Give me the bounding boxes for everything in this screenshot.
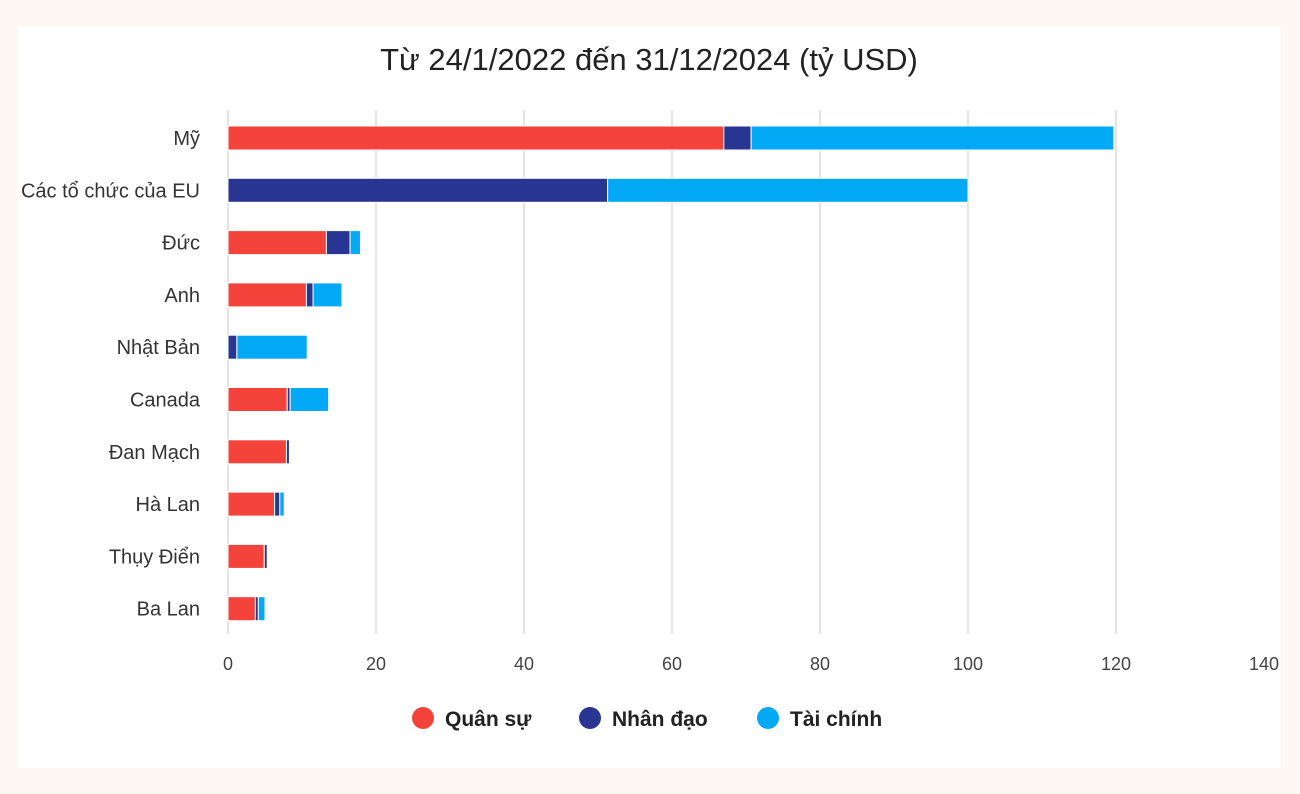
chart-card: Từ 24/1/2022 đến 31/12/2024 (tỷ USD) Mỹ C… — [18, 26, 1281, 768]
bar-segment — [236, 334, 308, 360]
bar-segment — [723, 125, 752, 151]
legend-label: Tài chính — [790, 708, 882, 731]
chart-title: Từ 24/1/2022 đến 31/12/2024 (tỷ USD) — [380, 42, 918, 77]
category-labels: Mỹ Các tổ chức của EU Đức Anh Nhật Bản Canada… — [21, 128, 201, 621]
bar-segment — [227, 177, 609, 203]
bar-segment — [325, 230, 351, 256]
bar-segment — [227, 596, 256, 622]
x-tick-label: 0 — [223, 654, 233, 674]
legend-label: Quân sự — [445, 708, 532, 731]
bar-segment — [227, 491, 276, 517]
x-tick-label: 120 — [1101, 654, 1131, 674]
bar-segment — [305, 282, 314, 308]
bar-segment — [227, 282, 307, 308]
bar-segment — [289, 387, 330, 412]
legend-marker — [412, 707, 434, 729]
bar-segment — [263, 543, 268, 569]
category-label: Các tổ chức của EU — [21, 180, 200, 202]
stacked-bar-chart: Từ 24/1/2022 đến 31/12/2024 (tỷ USD) Mỹ C… — [21, 42, 1279, 731]
bar-segment — [285, 439, 290, 465]
bar-segment — [227, 334, 238, 360]
category-label: Ba Lan — [137, 599, 200, 621]
x-tick-label: 40 — [514, 654, 534, 674]
bar-segment — [279, 491, 285, 517]
category-label: Nhật Bản — [117, 337, 200, 359]
legend-marker — [579, 707, 601, 729]
bar-segment — [274, 491, 281, 517]
legend: Quân sự Nhân đạo Tài chính — [412, 707, 882, 731]
bar-segment — [227, 439, 287, 465]
category-label: Canada — [130, 390, 201, 412]
bar-segment — [607, 177, 969, 203]
x-tick-label: 80 — [810, 654, 830, 674]
x-tick-label: 140 — [1249, 654, 1279, 674]
bar-segment — [312, 282, 343, 308]
x-tick-labels: 0 20 40 60 80 100 120 140 — [223, 654, 1279, 674]
category-label: Thụy Điển — [109, 546, 200, 568]
bar-segment — [227, 125, 725, 151]
x-tick-label: 20 — [366, 654, 386, 674]
category-label: Anh — [164, 285, 200, 307]
bar-segment — [227, 543, 265, 569]
legend-label: Nhân đạo — [612, 708, 708, 731]
category-label: Hà Lan — [136, 494, 201, 516]
bar-segment — [750, 125, 1115, 151]
bar-segment — [257, 596, 266, 622]
legend-marker — [757, 707, 779, 729]
bars — [227, 125, 1115, 622]
category-label: Mỹ — [173, 128, 200, 150]
category-label: Đan Mạch — [109, 442, 200, 464]
bar-segment — [227, 230, 327, 256]
bar-segment — [349, 230, 361, 256]
x-tick-label: 60 — [662, 654, 682, 674]
x-tick-label: 100 — [953, 654, 983, 674]
category-label: Đức — [162, 233, 200, 255]
bar-segment — [227, 387, 288, 412]
